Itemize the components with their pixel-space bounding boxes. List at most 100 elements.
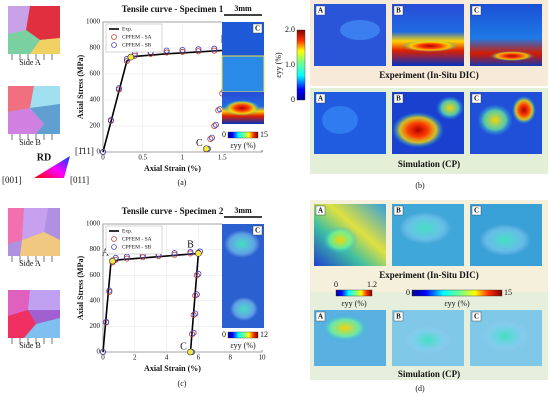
map-blob — [512, 96, 536, 124]
grain — [30, 86, 60, 108]
experiment-title: Experiment (In-Situ DIC) — [379, 270, 479, 280]
map-tag-label: B — [396, 7, 401, 15]
experiment-title: Experiment (In-Situ DIC) — [379, 70, 479, 80]
x-tick-label: 1.5 — [218, 154, 227, 162]
data-point — [207, 135, 214, 142]
legend-swatch — [111, 244, 117, 250]
map-tag — [393, 311, 404, 322]
data-point — [211, 47, 218, 54]
data-point — [189, 331, 196, 338]
x-axis-label: Axial Strain (%) — [144, 164, 201, 173]
map-tag-label: C — [474, 207, 479, 215]
map-tag-label: A — [318, 95, 323, 103]
map-tag — [471, 93, 482, 104]
panel-label: (b) — [415, 181, 425, 190]
map-tag-label: C — [474, 95, 479, 103]
legend-label: Exp. — [122, 26, 133, 32]
data-point — [163, 49, 170, 56]
colorbar-tick-label: 0 — [222, 330, 226, 339]
data-point — [171, 251, 178, 258]
data-point — [190, 311, 197, 318]
grain — [8, 208, 24, 244]
side-label: Side A — [19, 259, 41, 268]
map-blob — [490, 51, 534, 61]
map-tag-label: B — [396, 207, 401, 215]
grain — [8, 30, 40, 54]
map-blob — [436, 96, 464, 120]
x-tick-label: 1 — [181, 154, 185, 162]
data-point — [139, 254, 146, 261]
state-point — [109, 257, 116, 265]
y-tick-label: 200 — [90, 122, 101, 130]
side-label: Side A — [19, 58, 41, 67]
y-tick-label: 0 — [97, 148, 101, 156]
map-blob — [479, 224, 531, 256]
state-point — [187, 348, 194, 356]
y-tick-label: 400 — [90, 96, 101, 104]
colorbar-tick-label: 1.0 — [285, 60, 295, 69]
grain — [8, 310, 36, 338]
data-point — [211, 45, 218, 52]
ipf-top: [1̄11] — [75, 146, 94, 156]
x-tick-label: 4 — [165, 354, 169, 362]
colorbar-tick-label: 0 — [291, 95, 295, 104]
map-tag-label: A — [318, 207, 323, 215]
state-point — [127, 53, 135, 61]
data-point — [193, 272, 200, 279]
map-tag — [471, 205, 482, 216]
legend-label: CPFEM - SA — [122, 236, 152, 242]
grain — [8, 6, 30, 34]
side-label: Side B — [19, 138, 41, 147]
data-point — [190, 329, 197, 336]
data-point — [179, 46, 186, 53]
data-point — [115, 85, 122, 92]
data-point — [103, 318, 110, 325]
grain — [22, 208, 48, 240]
map-tag — [471, 311, 482, 322]
strain-map — [314, 204, 542, 366]
data-point — [123, 255, 130, 262]
legend-swatch — [111, 34, 117, 40]
inset-blob — [224, 230, 260, 258]
map-tag — [471, 5, 482, 16]
colorbar-tick-label: 0 — [406, 288, 410, 297]
x-tick-label: 0 — [101, 154, 105, 162]
series-line — [102, 49, 231, 153]
grain — [30, 38, 60, 54]
x-tick-label: 6 — [197, 354, 201, 362]
data-point — [171, 250, 178, 257]
map-blob — [321, 314, 369, 342]
panel-label: (d) — [415, 384, 425, 393]
legend-label: CPFEM - SB — [122, 42, 152, 48]
data-point — [195, 46, 202, 53]
data-point — [195, 48, 202, 55]
map-blob — [402, 40, 458, 52]
simulation-title: Simulation (CP) — [398, 369, 460, 379]
legend-label: Exp. — [122, 228, 133, 234]
colorbar-label: εyy (%) — [341, 299, 367, 308]
grain — [8, 108, 44, 134]
map-tag-label: C — [474, 7, 479, 15]
legend-swatch — [111, 42, 117, 48]
data-point — [193, 291, 200, 298]
colorbar — [296, 29, 306, 101]
state-point — [195, 250, 202, 257]
colorbar-tick-label: 2.0 — [285, 25, 295, 34]
data-point — [215, 107, 222, 114]
data-point — [100, 148, 107, 155]
y-tick-label: 200 — [90, 322, 101, 330]
colorbar-tick-label: 12 — [260, 330, 268, 339]
scale-label: 3mm — [234, 206, 252, 215]
colorbar — [227, 331, 259, 339]
map-tag — [393, 5, 404, 16]
colorbar-label: εyy (%) — [230, 141, 256, 150]
simulation-title: Simulation (CP) — [398, 159, 460, 169]
map-blob — [404, 326, 452, 354]
colorbar — [411, 289, 503, 297]
map-blob — [392, 112, 444, 148]
chart-title: Tensile curve - Specimen 2 — [122, 206, 224, 216]
inset-tag — [252, 225, 263, 236]
state-label: C — [196, 138, 203, 149]
data-point — [123, 58, 130, 65]
data-point — [192, 310, 199, 317]
